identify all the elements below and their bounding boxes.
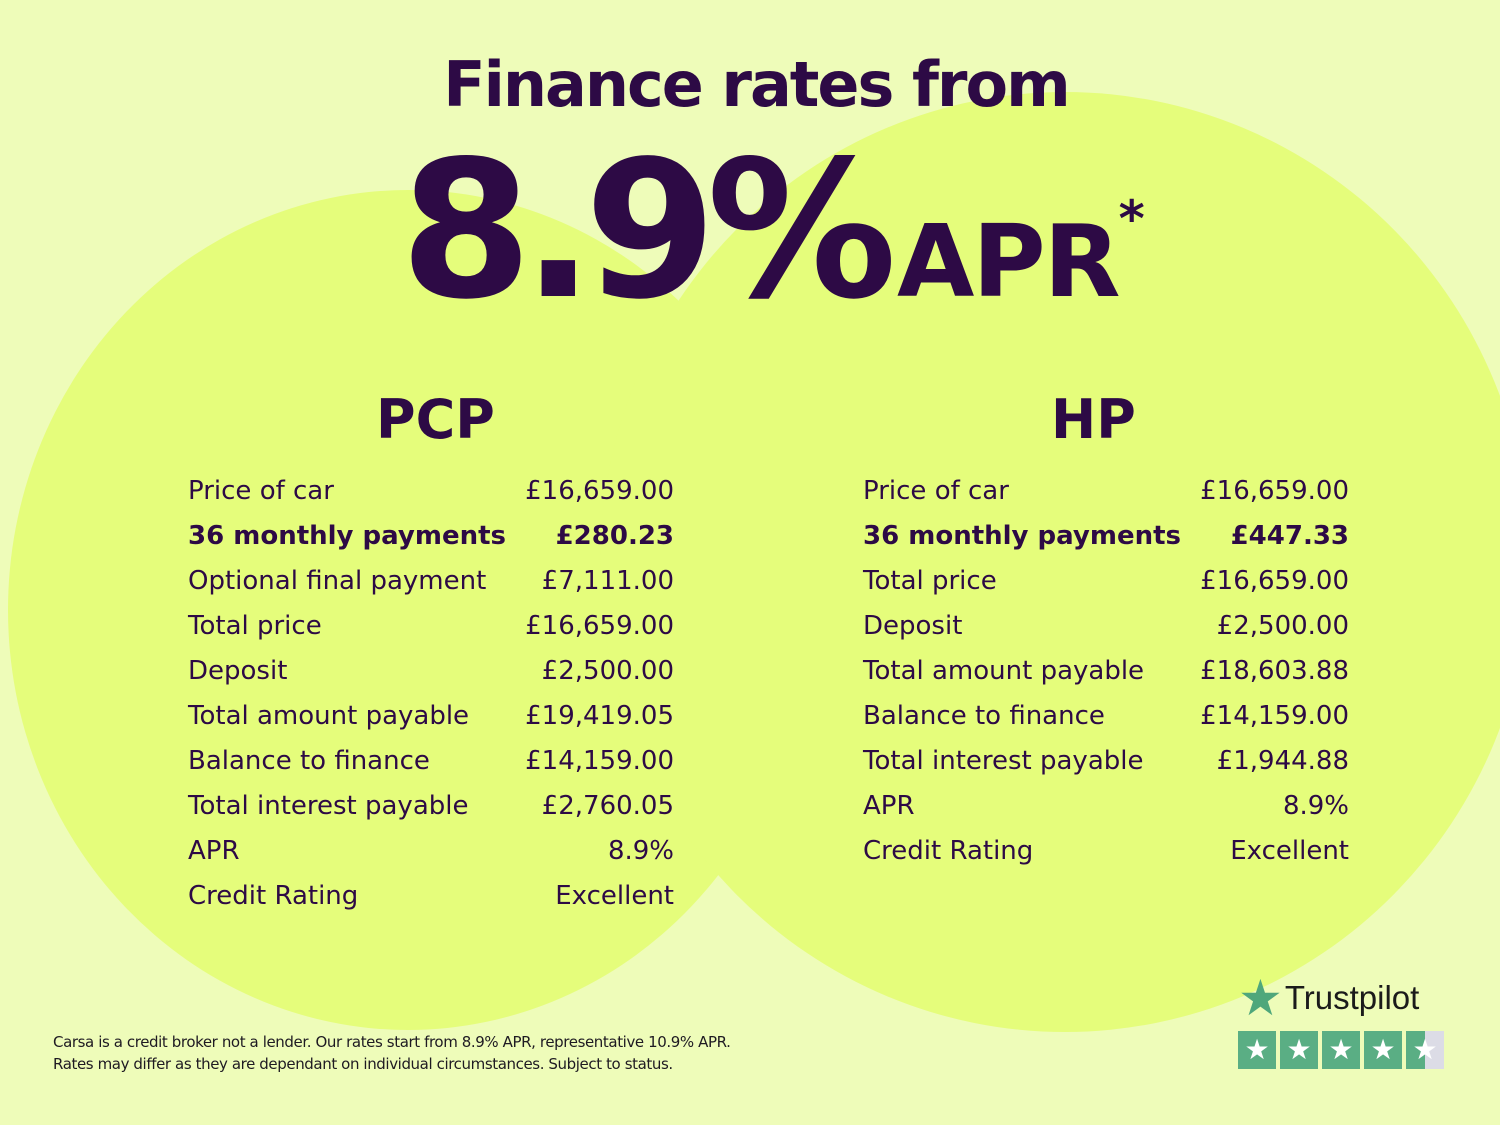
rating-star-icon: ★ (1364, 1031, 1402, 1069)
table-row: APR 8.9% (863, 784, 1349, 829)
row-value: £16,659.00 (1200, 476, 1349, 506)
row-label: Total price (863, 566, 997, 596)
hp-title: HP (1051, 388, 1136, 451)
pcp-title: PCP (376, 388, 495, 451)
background-circle-right (600, 92, 1500, 1032)
row-value: £7,111.00 (541, 566, 674, 596)
row-label: Deposit (188, 656, 288, 686)
row-label: 36 monthly payments (863, 521, 1181, 551)
row-value: £18,603.88 (1200, 656, 1349, 686)
row-label: Price of car (188, 476, 334, 506)
rating-star-icon: ★ (1322, 1031, 1360, 1069)
trustpilot-name: Trustpilot (1284, 979, 1420, 1016)
table-row: 36 monthly payments £447.33 (863, 514, 1349, 559)
row-value: £2,760.05 (541, 791, 674, 821)
row-label: APR (863, 791, 915, 821)
table-row: Total interest payable £1,944.88 (863, 739, 1349, 784)
row-value: £280.23 (555, 521, 674, 551)
row-value: 8.9% (1282, 791, 1349, 821)
rate-suffix: APR (896, 203, 1121, 320)
table-row: Balance to finance £14,159.00 (863, 694, 1349, 739)
row-value: £14,159.00 (1200, 701, 1349, 731)
row-label: Credit Rating (863, 836, 1034, 866)
row-label: Total price (188, 611, 322, 641)
row-label: Optional final payment (188, 566, 487, 596)
row-value: Excellent (1230, 836, 1349, 866)
table-row: Credit Rating Excellent (863, 829, 1349, 874)
row-value: £16,659.00 (525, 611, 674, 641)
row-label: Balance to finance (863, 701, 1105, 731)
row-label: Credit Rating (188, 881, 359, 911)
row-label: Total interest payable (188, 791, 469, 821)
table-row: Total price £16,659.00 (863, 559, 1349, 604)
table-row: Total amount payable £18,603.88 (863, 649, 1349, 694)
row-value: £16,659.00 (525, 476, 674, 506)
table-row: Total amount payable £19,419.05 (188, 694, 674, 739)
table-row: Total price £16,659.00 (188, 604, 674, 649)
table-row: Price of car £16,659.00 (188, 469, 674, 514)
table-row: Deposit £2,500.00 (863, 604, 1349, 649)
table-row: APR 8.9% (188, 829, 674, 874)
trustpilot-rating: ★ ★ ★ ★ ★ (1238, 1031, 1444, 1069)
table-row: 36 monthly payments £280.23 (188, 514, 674, 559)
row-label: Total amount payable (863, 656, 1145, 686)
row-value: £1,944.88 (1216, 746, 1349, 776)
row-value: £447.33 (1230, 521, 1349, 551)
row-value: £16,659.00 (1200, 566, 1349, 596)
star-icon: ★ (1238, 970, 1283, 1026)
rating-star-icon: ★ (1238, 1031, 1276, 1069)
row-label: Total amount payable (188, 701, 470, 731)
row-label: Total interest payable (863, 746, 1144, 776)
disclaimer: Carsa is a credit broker not a lender. O… (53, 1031, 731, 1075)
table-row: Deposit £2,500.00 (188, 649, 674, 694)
trustpilot-logo: ★ Trustpilot (1238, 970, 1444, 1026)
row-value: Excellent (555, 881, 674, 911)
row-label: APR (188, 836, 240, 866)
row-value: £2,500.00 (541, 656, 674, 686)
pcp-table: PCP Price of car £16,659.00 36 monthly pay… (188, 385, 674, 919)
table-row: Total interest payable £2,760.05 (188, 784, 674, 829)
table-row: Balance to finance £14,159.00 (188, 739, 674, 784)
disclaimer-line: Rates may differ as they are dependant o… (53, 1055, 673, 1073)
row-value: £19,419.05 (525, 701, 674, 731)
row-value: 8.9% (607, 836, 674, 866)
row-value: £2,500.00 (1216, 611, 1349, 641)
hp-table: HP Price of car £16,659.00 36 monthly paym… (863, 385, 1349, 874)
rating-star-icon: ★ (1280, 1031, 1318, 1069)
row-label: 36 monthly payments (188, 521, 506, 551)
row-label: Balance to finance (188, 746, 430, 776)
row-label: Deposit (863, 611, 963, 641)
disclaimer-line: Carsa is a credit broker not a lender. O… (53, 1033, 731, 1051)
headline: Finance rates from (443, 48, 1070, 121)
rate-display: 8.9% APR* (400, 120, 1145, 341)
row-label: Price of car (863, 476, 1009, 506)
table-row: Price of car £16,659.00 (863, 469, 1349, 514)
trustpilot-badge[interactable]: ★ Trustpilot ★ ★ ★ ★ ★ (1238, 970, 1444, 1069)
table-row: Optional final payment £7,111.00 (188, 559, 674, 604)
rate-value: 8.9% (400, 120, 897, 341)
asterisk: * (1118, 190, 1145, 248)
rating-star-icon: ★ (1406, 1031, 1444, 1069)
table-row: Credit Rating Excellent (188, 874, 674, 919)
row-value: £14,159.00 (525, 746, 674, 776)
